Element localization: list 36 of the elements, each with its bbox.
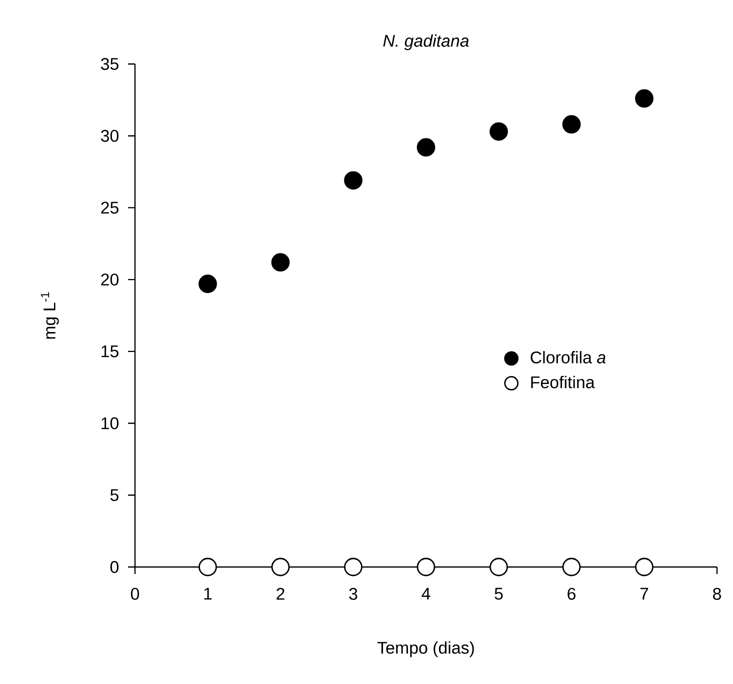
x-tick-label: 1 bbox=[204, 588, 212, 600]
y-tick-label: 20 bbox=[101, 274, 118, 286]
point bbox=[344, 558, 362, 576]
point bbox=[562, 115, 581, 134]
point bbox=[198, 274, 217, 294]
x-tick-label: 6 bbox=[568, 588, 576, 600]
x-tick-label: 2 bbox=[276, 588, 284, 600]
point bbox=[271, 558, 290, 576]
y-tick-label: 35 bbox=[100, 58, 118, 70]
point bbox=[344, 171, 362, 190]
x-tick-label: 3 bbox=[349, 588, 358, 600]
y-tick-label: 5 bbox=[110, 489, 118, 502]
x-tick-label: 8 bbox=[713, 588, 721, 600]
x-tick-label: 4 bbox=[422, 588, 430, 600]
point bbox=[635, 558, 654, 576]
y-axis-title: mg L$^{-1}$ bbox=[40, 292, 59, 339]
y-tick-label: 0 bbox=[110, 561, 118, 573]
point bbox=[562, 558, 581, 576]
y-tick-label: 15 bbox=[102, 346, 118, 358]
point bbox=[416, 558, 436, 576]
y-tick-label: 10 bbox=[102, 417, 118, 430]
point bbox=[416, 138, 436, 157]
point bbox=[198, 558, 217, 576]
point bbox=[635, 89, 654, 108]
x-axis-title: Tempo (dias) bbox=[377, 641, 474, 658]
point bbox=[271, 253, 290, 272]
x-tick-label: 7 bbox=[640, 588, 648, 600]
legend-label: Feofitina bbox=[531, 376, 595, 388]
chart-title: N. gaditana bbox=[383, 34, 469, 50]
y-tick-label: 30 bbox=[100, 130, 118, 142]
x-tick-label: 5 bbox=[494, 588, 503, 600]
x-tick-label: 0 bbox=[130, 588, 140, 600]
point bbox=[490, 558, 508, 576]
point bbox=[490, 122, 508, 141]
legend-label: Clorofila a bbox=[530, 351, 606, 364]
y-tick-label: 25 bbox=[101, 202, 118, 214]
